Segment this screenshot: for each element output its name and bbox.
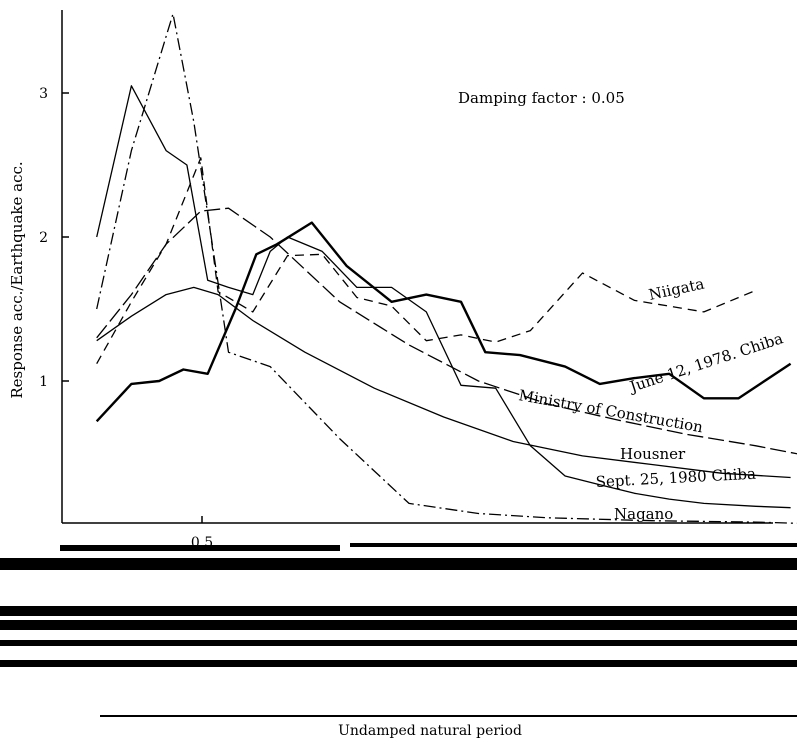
scan-artifact-bars	[0, 543, 797, 717]
x-axis-label: Undamped natural period	[338, 723, 522, 739]
y-tick-label: 3	[39, 86, 48, 102]
series-label-5: Nagano	[614, 505, 673, 523]
series-label-2: Ministry of Construction	[517, 386, 704, 436]
y-tick-label: 1	[39, 374, 48, 390]
series-line-4	[96, 85, 791, 509]
damping-annotation: Damping factor : 0.05	[458, 89, 625, 107]
axes	[61, 10, 773, 524]
series-line-3	[96, 286, 791, 479]
series-line-2	[96, 207, 797, 455]
y-axis-label: Response acc./Earthquake acc.	[8, 161, 26, 398]
series-label-3: Housner	[620, 445, 686, 463]
series-label-1: June 12, 1978. Chiba	[626, 329, 785, 396]
series-label-0: Niigata	[647, 275, 706, 304]
series-line-5	[96, 13, 797, 524]
series-line-0	[96, 157, 757, 365]
y-tick-label: 2	[39, 230, 48, 246]
series-label-4: Sept. 25, 1980 Chiba	[595, 465, 756, 491]
series-layer	[95, 13, 797, 524]
series-line-1	[95, 221, 792, 423]
